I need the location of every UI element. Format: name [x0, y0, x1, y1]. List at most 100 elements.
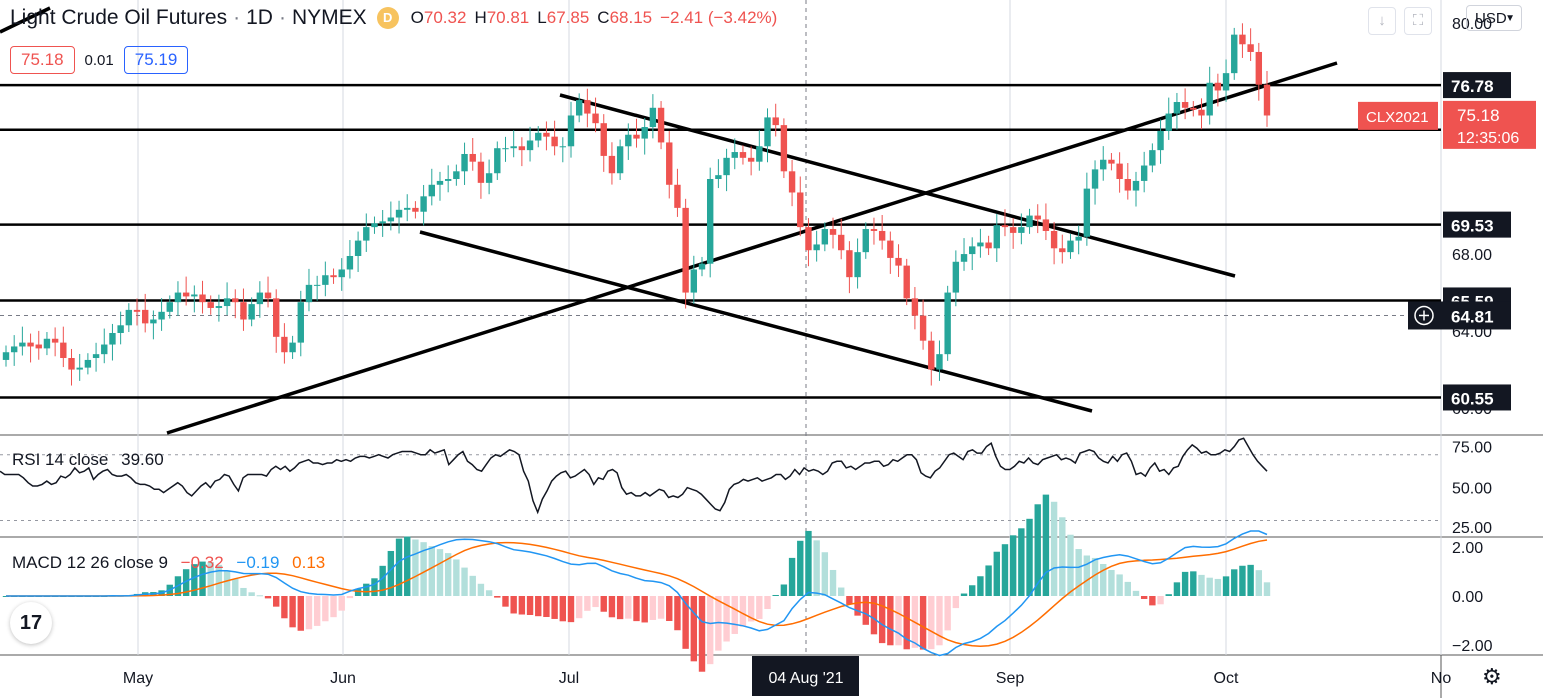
candle-body — [1149, 150, 1156, 166]
macd-histogram-bar — [305, 596, 313, 630]
candle-body — [338, 269, 345, 278]
candle-body — [1165, 113, 1172, 131]
macd-legend[interactable]: MACD 12 26 close 9 −0.32 −0.19 0.13 — [12, 553, 325, 573]
candle-body — [1018, 227, 1025, 233]
candle-body — [903, 265, 910, 299]
candle-body — [936, 354, 943, 370]
macd-histogram-bar — [281, 596, 288, 619]
macd-histogram-bar — [944, 596, 951, 631]
macd-histogram-bar — [666, 596, 673, 622]
macd-histogram-bar — [240, 587, 247, 596]
macd-histogram-bar — [1206, 577, 1213, 596]
candle-body — [993, 225, 1000, 249]
candle-body — [1091, 169, 1099, 189]
macd-histogram-bar — [1009, 535, 1017, 596]
macd-histogram-bar — [518, 596, 526, 615]
buy-button[interactable]: 75.19 — [123, 46, 189, 74]
macd-histogram-bar — [1173, 582, 1181, 596]
tradingview-logo-icon[interactable]: 17 — [10, 602, 52, 644]
macd-histogram-bar — [903, 596, 910, 650]
candle-body — [469, 153, 476, 162]
macd-histogram-bar — [1059, 517, 1066, 596]
last-price-box — [1443, 100, 1536, 149]
macd-histogram-bar — [878, 596, 886, 644]
macd-histogram-bar — [461, 567, 468, 596]
macd-histogram-bar — [510, 596, 517, 614]
delayed-data-icon[interactable]: D — [376, 7, 399, 29]
macd-histogram-bar — [453, 559, 460, 596]
macd-histogram-bar — [723, 596, 730, 642]
macd-histogram-bar — [412, 539, 419, 596]
candle-body — [518, 146, 526, 151]
macd-histogram-bar — [1157, 596, 1164, 605]
candle-body — [174, 292, 182, 303]
candle-body — [158, 311, 165, 320]
trade-buttons: 75.18 0.01 75.19 — [10, 46, 189, 74]
macd-histogram-bar — [715, 596, 722, 651]
candle-body — [862, 229, 869, 253]
macd-histogram-bar — [215, 564, 223, 596]
candle-body — [764, 117, 771, 147]
candle-body — [952, 261, 960, 293]
macd-histogram-bar — [1075, 549, 1082, 596]
candle-body — [76, 367, 83, 370]
candle-body — [969, 246, 976, 255]
candle-body — [281, 336, 288, 353]
candle-body — [477, 161, 485, 183]
candle-body — [207, 302, 214, 308]
candle-body — [322, 275, 329, 285]
macd-histogram-bar — [1116, 574, 1123, 596]
macd-histogram-bar — [682, 596, 689, 649]
macd-histogram-bar — [592, 596, 599, 608]
candle-body — [1222, 73, 1230, 91]
macd-histogram-bar — [838, 587, 845, 596]
candle-body — [248, 304, 255, 320]
macd-histogram-bar — [232, 578, 239, 596]
macd-histogram-bar — [641, 596, 648, 623]
rsi-tick-label: 50.00 — [1452, 481, 1492, 498]
macd-histogram-bar — [731, 596, 738, 634]
candle-body — [600, 123, 607, 156]
ohlc-low: L67.85 — [537, 8, 590, 27]
candle-body — [289, 342, 296, 353]
macd-tick-label: 0.00 — [1452, 589, 1483, 606]
ohlc-high: H70.81 — [474, 8, 530, 27]
arrow-down-icon[interactable]: ↓ — [1368, 7, 1396, 35]
candle-body — [273, 298, 280, 337]
interval-label[interactable]: 1D — [246, 6, 273, 29]
candle-body — [2, 352, 10, 360]
candle-body — [944, 292, 951, 355]
currency-select[interactable]: USD ▼ — [1466, 5, 1522, 31]
candle-body — [1190, 107, 1197, 110]
rsi-legend[interactable]: RSI 14 close 39.60 — [12, 450, 164, 470]
macd-histogram-bar — [1026, 518, 1033, 596]
macd-histogram-value: −0.32 — [180, 553, 224, 572]
candle-body — [371, 223, 378, 228]
symbol-label: CLX2021 — [1366, 109, 1429, 126]
candle-body — [35, 344, 42, 349]
macd-histogram-bar — [993, 551, 1000, 596]
macd-histogram-bar — [649, 596, 657, 620]
macd-histogram-bar — [567, 596, 575, 623]
candle-body — [223, 298, 231, 307]
candle-body — [1050, 230, 1058, 249]
macd-histogram-bar — [1083, 555, 1091, 596]
macd-histogram-bar — [772, 594, 779, 596]
maximize-icon[interactable]: ⛶ — [1404, 7, 1432, 35]
candle-body — [559, 146, 567, 148]
candle-body — [330, 275, 337, 278]
candle-body — [641, 127, 648, 139]
sell-button[interactable]: 75.18 — [10, 46, 75, 74]
candle-body — [928, 340, 935, 370]
candle-body — [68, 358, 75, 370]
candle-body — [1067, 240, 1074, 253]
candle-body — [297, 302, 304, 343]
ohlc-close: C68.15 — [597, 8, 653, 27]
gear-icon[interactable]: ⚙ — [1482, 664, 1502, 689]
rsi-value: 39.60 — [121, 450, 164, 469]
candle-body — [150, 319, 157, 324]
symbol-name[interactable]: Light Crude Oil Futures — [10, 6, 228, 29]
macd-histogram-bar — [1198, 574, 1205, 596]
macd-histogram-bar — [969, 585, 976, 596]
